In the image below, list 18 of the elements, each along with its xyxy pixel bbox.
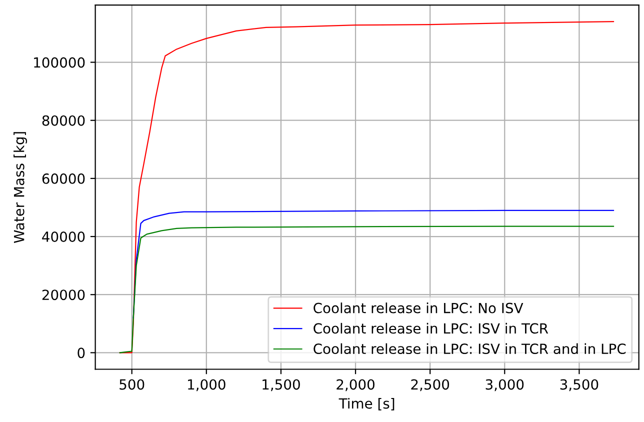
y-tick-label: 0 (78, 348, 85, 358)
x-axis-title: Time [s] (338, 398, 394, 410)
y-tick-label: 40000 (42, 231, 85, 242)
y-axis-title: Water Mass [kg] (14, 132, 28, 243)
y-tick-label: 80000 (42, 115, 85, 126)
x-tick-label: 2,000 (336, 379, 374, 392)
legend-label: Coolant release in LPC: ISV in TCR (314, 322, 548, 334)
x-tick-label: 3,500 (560, 379, 598, 392)
y-tick-label: 100000 (34, 57, 85, 68)
x-tick-label: 500 (120, 379, 144, 390)
x-tick-label: 1,000 (188, 379, 226, 392)
legend-label: Coolant release in LPC: No ISV (314, 302, 524, 314)
legend-label: Coolant release in LPC: ISV in TCR and in LPC (314, 343, 626, 354)
x-tick-label: 2,500 (411, 379, 450, 392)
y-tick-label: 60000 (42, 173, 85, 184)
x-tick-label: 1,500 (262, 379, 300, 392)
x-tick-label: 3,000 (486, 379, 524, 392)
y-tick-label: 20000 (42, 290, 85, 300)
